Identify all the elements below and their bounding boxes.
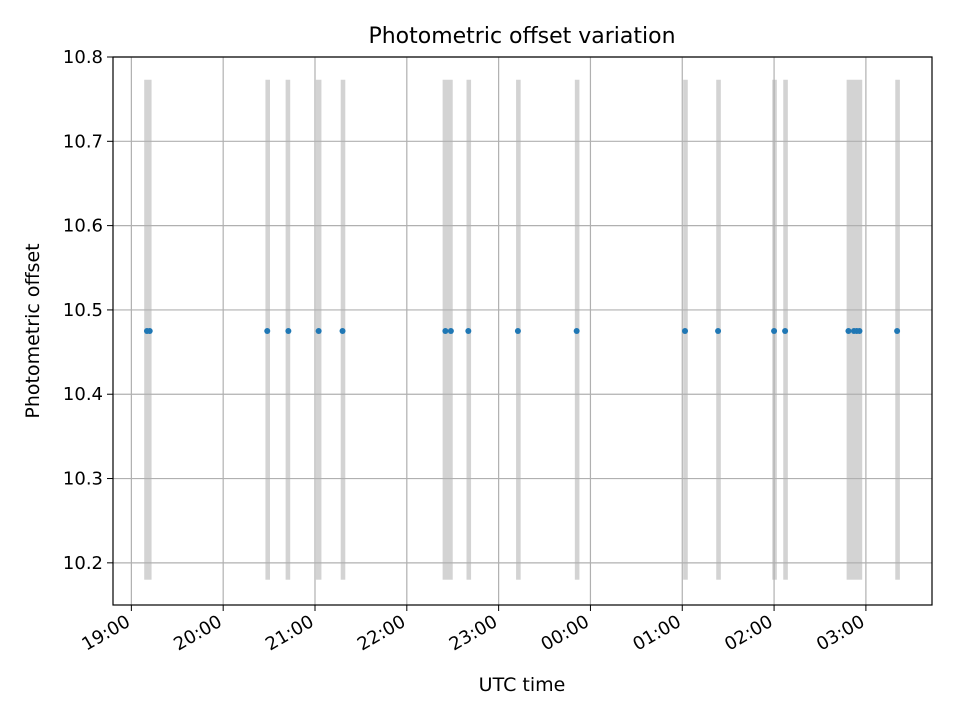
data-point bbox=[448, 328, 454, 334]
data-point bbox=[782, 328, 788, 334]
y-tick-label: 10.5 bbox=[63, 300, 103, 321]
plot-frame bbox=[113, 57, 932, 605]
x-axis-label: UTC time bbox=[479, 674, 566, 696]
x-tick-label: 02:00 bbox=[721, 611, 776, 655]
y-tick-label: 10.2 bbox=[63, 553, 103, 574]
x-tick-label: 01:00 bbox=[629, 611, 684, 655]
y-axis-label: Photometric offset bbox=[22, 243, 44, 418]
data-point bbox=[285, 328, 291, 334]
x-tick-label: 00:00 bbox=[538, 611, 593, 655]
y-tick-label: 10.6 bbox=[63, 216, 103, 237]
y-tick-label: 10.3 bbox=[63, 469, 103, 490]
data-point bbox=[894, 328, 900, 334]
data-point bbox=[442, 328, 448, 334]
axis-ticks: 19:00 20:00 21:00 22:00 23:00 00:00 01:00 02:00… bbox=[63, 47, 868, 655]
x-tick-label: 03:00 bbox=[813, 611, 868, 655]
data-point bbox=[856, 328, 862, 334]
x-tick-label: 22:00 bbox=[354, 611, 409, 655]
data-point bbox=[264, 328, 270, 334]
data-point bbox=[574, 328, 580, 334]
data-point bbox=[340, 328, 346, 334]
y-tick-label: 10.8 bbox=[63, 47, 103, 68]
y-tick-label: 10.7 bbox=[63, 131, 103, 152]
y-tick-label: 10.4 bbox=[63, 384, 103, 405]
x-tick-label: 19:00 bbox=[78, 611, 133, 655]
data-point bbox=[465, 328, 471, 334]
data-point bbox=[771, 328, 777, 334]
x-tick-label: 21:00 bbox=[262, 611, 317, 655]
data-point bbox=[316, 328, 322, 334]
data-point bbox=[845, 328, 851, 334]
chart-title: Photometric offset variation bbox=[368, 24, 675, 49]
x-tick-label: 23:00 bbox=[446, 611, 501, 655]
data-point bbox=[682, 328, 688, 334]
data-point bbox=[515, 328, 521, 334]
data-point bbox=[147, 328, 153, 334]
data-points bbox=[144, 328, 900, 334]
grid bbox=[113, 57, 932, 605]
x-tick-label: 20:00 bbox=[170, 611, 225, 655]
data-point bbox=[715, 328, 721, 334]
offset-chart: 19:00 20:00 21:00 22:00 23:00 00:00 01:00 02:00… bbox=[0, 0, 960, 720]
